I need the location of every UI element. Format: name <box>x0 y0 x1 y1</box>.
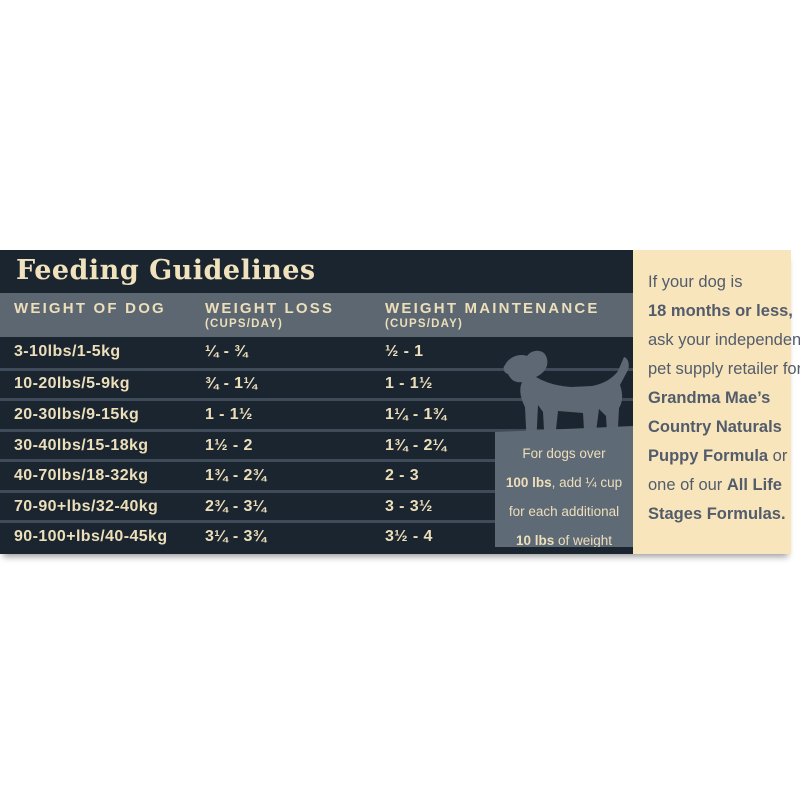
maintenance-cell: 1 - 1½ <box>385 375 433 393</box>
weight-cell: 10-20lbs/5-9kg <box>14 375 130 393</box>
section-title: Feeding Guidelines <box>16 255 316 286</box>
column-header-label: WEIGHT OF DOG <box>14 300 166 317</box>
table-row: 90-100+lbs/40-45kg 3¼ - 3¾ 3½ - 4 <box>0 520 633 551</box>
table-row: 20-30lbs/9-15kg 1 - 1½ 1¼ - 1¾ <box>0 398 633 429</box>
maintenance-cell: ½ - 1 <box>385 343 424 361</box>
sidebar-text: pet supply retailer for <box>648 360 800 378</box>
dog-silhouette-icon <box>503 350 629 448</box>
loss-cell: ¾ - 1¼ <box>205 375 258 393</box>
column-header-sublabel: (CUPS/DAY) <box>205 318 284 330</box>
sidebar-text: ask your independent <box>648 331 800 349</box>
maintenance-cell: 3½ - 4 <box>385 528 433 546</box>
note-line: 10 lbs of weight <box>495 526 633 548</box>
weight-cell: 90-100+lbs/40-45kg <box>14 528 168 546</box>
sidebar-line: If your dog is <box>648 268 785 297</box>
sidebar-text-bold: Puppy Formula <box>648 447 769 465</box>
loss-cell: ¼ - ¾ <box>205 343 248 361</box>
sidebar-line: Stages Formulas. <box>648 500 786 529</box>
maintenance-cell: 3 - 3½ <box>385 497 433 515</box>
note-line: For dogs over <box>495 439 633 468</box>
weight-cell: 70-90+lbs/32-40kg <box>14 497 159 515</box>
note-text: For dogs over <box>522 446 606 461</box>
sidebar-line: one of our All Life <box>648 471 785 500</box>
maintenance-cell: 1¾ - 2¼ <box>385 436 447 454</box>
sidebar-line: Puppy Formula or <box>648 442 788 471</box>
sidebar-line: Grandma Mae’s <box>648 384 785 413</box>
maintenance-cell: 2 - 3 <box>385 467 420 485</box>
column-header-label: WEIGHT MAINTENANCE <box>385 300 600 317</box>
column-header-sublabel: (CUPS/DAY) <box>385 318 464 330</box>
column-header-weight-loss: WEIGHT LOSS (CUPS/DAY) <box>205 300 385 330</box>
sidebar-text: If your dog is <box>648 273 743 291</box>
note-text-bold: 100 lbs <box>505 475 552 490</box>
guidelines-table-section: Feeding Guidelines WEIGHT OF DOG WEIGHT … <box>0 250 633 554</box>
weight-cell: 3-10lbs/1-5kg <box>14 343 121 361</box>
sidebar-text-bold: All Life <box>726 476 782 494</box>
maintenance-cell: 1¼ - 1¾ <box>385 405 447 423</box>
column-header-label: WEIGHT LOSS <box>205 300 335 317</box>
table-row: 30-40lbs/15-18kg 1½ - 2 1¾ - 2¼ <box>0 428 633 460</box>
note-text: for each additional <box>508 504 620 519</box>
sidebar-text-bold: 18 months or less, <box>648 302 793 320</box>
table-row: 70-90+lbs/32-40kg 2¾ - 3¼ 3 - 3½ <box>0 489 633 521</box>
table-body: 3-10lbs/1-5kg ¼ - ¾ ½ - 1 10-20lbs/5-9kg… <box>0 337 633 551</box>
table-header-row: WEIGHT OF DOG WEIGHT LOSS (CUPS/DAY) WEI… <box>0 293 633 337</box>
loss-cell: 1 - 1½ <box>205 405 253 423</box>
weight-cell: 40-70lbs/18-32kg <box>14 467 149 485</box>
loss-cell: 1¾ - 2¾ <box>205 467 267 485</box>
table-row: 10-20lbs/5-9kg ¾ - 1¼ 1 - 1½ <box>0 367 633 399</box>
table-row: 40-70lbs/18-32kg 1¾ - 2¾ 2 - 3 <box>0 459 633 490</box>
table-row: 3-10lbs/1-5kg ¼ - ¾ ½ - 1 <box>0 337 633 368</box>
weight-cell: 20-30lbs/9-15kg <box>14 405 140 423</box>
feeding-guidelines-panel: Feeding Guidelines WEIGHT OF DOG WEIGHT … <box>0 250 800 554</box>
sidebar-line: ask your independent <box>648 326 800 355</box>
weight-cell: 30-40lbs/15-18kg <box>14 436 149 454</box>
sidebar-text-bold: Country Naturals <box>648 418 782 436</box>
sidebar-text: one of our <box>648 476 727 494</box>
loss-cell: 2¾ - 3¼ <box>205 497 267 515</box>
note-text-bold: 10 lbs <box>515 533 555 548</box>
puppy-formula-sidebar: If your dog is 18 months or less, ask yo… <box>633 250 800 554</box>
sidebar-text-bold: Grandma Mae’s <box>648 389 771 407</box>
over-100lbs-note: For dogs over 100 lbs, add ¼ cup for eac… <box>495 426 633 547</box>
sidebar-line: Country Naturals <box>648 413 785 442</box>
note-text: , add ¼ cup <box>551 475 623 490</box>
sidebar-line: 18 months or less, <box>648 297 793 326</box>
sidebar-text-bold: Stages Formulas. <box>648 505 786 523</box>
note-text: of weight <box>554 533 613 548</box>
note-line: for each additional <box>495 497 633 526</box>
note-line: 100 lbs, add ¼ cup <box>495 468 633 497</box>
column-header-weight-of-dog: WEIGHT OF DOG <box>14 300 205 317</box>
sidebar-line: pet supply retailer for <box>648 355 800 384</box>
column-header-weight-maintenance: WEIGHT MAINTENANCE (CUPS/DAY) <box>385 300 633 330</box>
loss-cell: 1½ - 2 <box>205 436 253 454</box>
sidebar-text: or <box>768 447 788 465</box>
loss-cell: 3¼ - 3¾ <box>205 528 267 546</box>
